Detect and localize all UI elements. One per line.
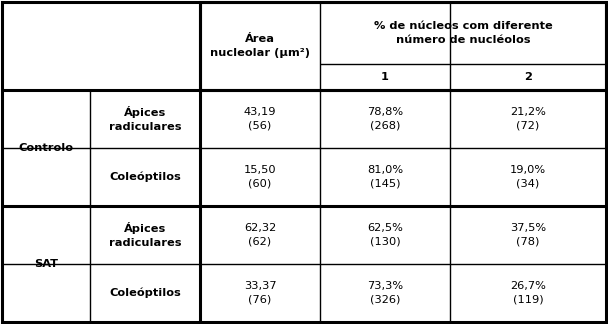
Text: 2: 2: [524, 72, 532, 82]
Text: Área
nucleolar (μm²): Área nucleolar (μm²): [210, 34, 310, 58]
Text: 37,5%
(78): 37,5% (78): [510, 223, 546, 247]
Text: 19,0%
(34): 19,0% (34): [510, 165, 546, 189]
Text: 15,50
(60): 15,50 (60): [244, 165, 276, 189]
Text: 1: 1: [381, 72, 389, 82]
Text: 21,2%
(72): 21,2% (72): [510, 107, 546, 131]
Text: SAT: SAT: [34, 259, 58, 269]
Text: Coleóptilos: Coleóptilos: [109, 172, 181, 182]
Bar: [200, 2, 606, 90]
Text: 62,5%
(130): 62,5% (130): [367, 223, 403, 247]
Text: Controlo: Controlo: [18, 143, 74, 153]
Text: 73,3%
(326): 73,3% (326): [367, 281, 403, 305]
Text: Ápices
radiculares: Ápices radiculares: [109, 222, 181, 248]
Text: 43,19
(56): 43,19 (56): [244, 107, 276, 131]
Text: 81,0%
(145): 81,0% (145): [367, 165, 403, 189]
Text: 33,37
(76): 33,37 (76): [244, 281, 276, 305]
Text: % de núcleos com diferente
número de nucléolos: % de núcleos com diferente número de nuc…: [374, 21, 553, 45]
Text: 78,8%
(268): 78,8% (268): [367, 107, 403, 131]
Text: 62,32
(62): 62,32 (62): [244, 223, 276, 247]
Text: Coleóptilos: Coleóptilos: [109, 288, 181, 298]
Text: Ápices
radiculares: Ápices radiculares: [109, 106, 181, 132]
Text: 26,7%
(119): 26,7% (119): [510, 281, 546, 305]
